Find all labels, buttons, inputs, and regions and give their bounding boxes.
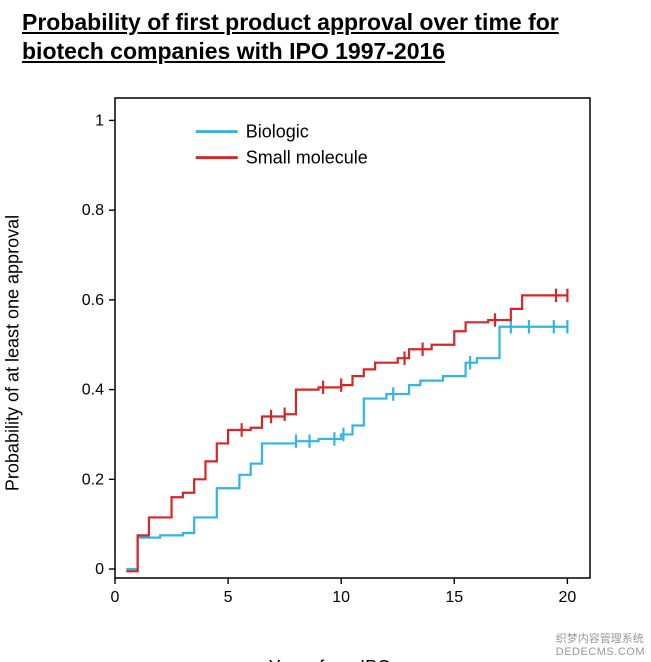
legend-label: Biologic bbox=[246, 122, 309, 142]
x-tick-label: 0 bbox=[111, 589, 120, 606]
y-axis-label: Probability of at least one approval bbox=[3, 215, 24, 491]
page: Probability of first product approval ov… bbox=[0, 0, 651, 662]
chart-title: Probability of first product approval ov… bbox=[22, 8, 621, 66]
y-tick-label: 0.4 bbox=[82, 382, 104, 399]
y-tick-label: 1 bbox=[95, 112, 104, 129]
y-tick-label: 0.8 bbox=[82, 202, 104, 219]
y-tick-label: 0 bbox=[95, 561, 104, 578]
y-tick-label: 0.6 bbox=[82, 292, 104, 309]
legend-label: Small molecule bbox=[246, 148, 368, 168]
chart-area: Probability of at least one approval 00.… bbox=[55, 88, 605, 618]
x-tick-label: 15 bbox=[445, 589, 463, 606]
footer-line2: DEDECMS.COM bbox=[556, 646, 645, 658]
x-tick-label: 10 bbox=[332, 589, 350, 606]
footer-line1: 织梦内容管理系统 bbox=[556, 630, 645, 646]
x-tick-label: 5 bbox=[224, 589, 233, 606]
x-tick-label: 20 bbox=[558, 589, 576, 606]
y-tick-label: 0.2 bbox=[82, 471, 104, 488]
step-chart-svg: 00.20.40.60.8105101520BiologicSmall mole… bbox=[55, 88, 605, 618]
footer-watermark: 织梦内容管理系统 DEDECMS.COM bbox=[556, 630, 645, 658]
x-axis-label: Years from IPO bbox=[269, 657, 391, 662]
